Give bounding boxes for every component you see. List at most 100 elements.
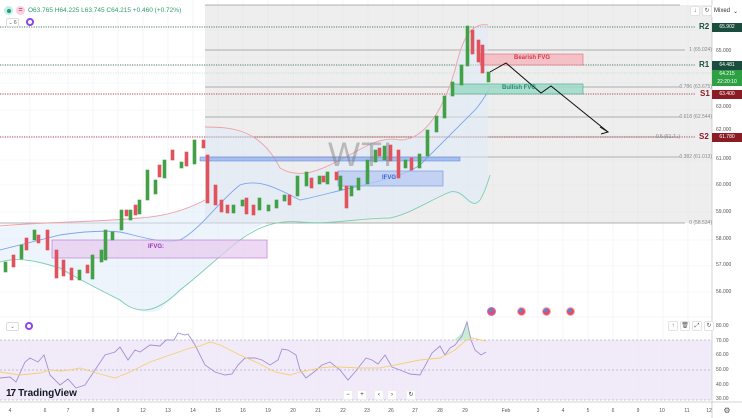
scroll-left-button[interactable]: ‹	[374, 390, 384, 400]
candlesticks[interactable]	[3, 25, 491, 281]
bollinger-upper	[0, 24, 489, 227]
x-axis-label: 22	[340, 408, 346, 414]
rsi-settings-icon[interactable]	[25, 322, 33, 330]
pane-refresh-icon[interactable]: ↻	[704, 321, 714, 331]
r1-price-tag: 64.481	[712, 61, 742, 70]
bollinger-basis	[0, 87, 491, 251]
x-axis-label: 6	[43, 408, 47, 414]
ohlc-values: O63.765 H64.225 L63.745 C64.215 +0.460 (…	[28, 7, 182, 14]
move-pane-up-icon[interactable]: ↑	[668, 321, 678, 331]
refresh-icon[interactable]: ↻	[702, 6, 712, 16]
scale-mode-select[interactable]: Mixed ⌄	[712, 5, 740, 17]
current-price: 64.215	[719, 71, 735, 77]
bearish-fvg-label: Bearish FVG	[514, 55, 551, 61]
x-axis-label: 16	[240, 408, 246, 414]
time-axis-settings-icon[interactable]: ⚙	[723, 406, 731, 415]
x-axis-label: 4	[561, 408, 565, 414]
x-axis-label: 6	[611, 408, 615, 414]
fib-label-0786: 0.786 (63.675)	[679, 84, 712, 90]
bullish-fvg-label: Bullish FVG	[502, 85, 537, 91]
scroll-right-button[interactable]: ›	[387, 390, 397, 400]
rsi-axis-label: 30.00	[716, 396, 729, 402]
x-axis-label: 8	[91, 408, 95, 414]
tradingview-logo[interactable]: 17 TradingView	[6, 388, 77, 399]
x-axis-label: 13	[165, 408, 171, 414]
rsi-ma-line	[0, 337, 487, 379]
event-flag-icon[interactable]	[542, 307, 551, 316]
rsi-collapse-button[interactable]: ⌄	[6, 322, 19, 331]
price-axis-label: 63.000	[716, 104, 732, 110]
price-axis-label: 61.000	[716, 156, 732, 162]
reset-chart-button[interactable]: ↻	[406, 390, 416, 400]
scroll-down-icon[interactable]: ↓	[690, 6, 700, 16]
blue-horizontal-zone[interactable]	[199, 156, 461, 162]
x-axis-label: 27	[412, 408, 418, 414]
rsi-axis-label: 60.00	[716, 352, 729, 358]
zoom-out-button[interactable]: −	[343, 390, 353, 400]
x-axis-label: 14	[190, 408, 196, 414]
projection-path[interactable]	[489, 62, 609, 133]
x-axis-label: 12	[140, 408, 146, 414]
x-axis-label: 21	[315, 408, 321, 414]
s2-price-tag: 61.780	[712, 133, 742, 142]
x-axis-label: 10	[659, 408, 665, 414]
zoom-in-button[interactable]: +	[357, 390, 367, 400]
pivot-s2-label: S2	[699, 132, 709, 141]
event-flag-icon[interactable]	[517, 307, 526, 316]
rsi-axis-label: 80.00	[716, 323, 729, 329]
scale-mode-label: Mixed	[714, 8, 731, 14]
rsi-overbought-fill	[454, 322, 471, 340]
arrow-head-icon	[599, 126, 610, 135]
brand-name: TradingView	[18, 388, 77, 399]
rsi-axis-label: 70.00	[716, 338, 729, 344]
x-axis-label: 28	[437, 408, 443, 414]
delete-pane-icon[interactable]: 🗑	[680, 321, 690, 331]
fib-label-0382: 0.382 (61.013)	[679, 154, 712, 160]
fib-label-0: 0 (58.534)	[689, 220, 712, 226]
price-axis-label: 60.000	[716, 182, 732, 188]
bar-countdown: 22:20:10	[717, 79, 737, 85]
rsi-axis-label: 50.00	[716, 367, 729, 373]
bollinger-lower	[0, 174, 491, 311]
symbol-watermark: WTI	[328, 136, 394, 174]
x-axis-label: 20	[290, 408, 296, 414]
current-price-tag: 64.215 22:20:10	[712, 70, 742, 86]
fib-label-1: 1 (65.024)	[689, 47, 712, 53]
maximize-pane-icon[interactable]: ⤢	[692, 321, 702, 331]
symbol-menu-icon[interactable]: =	[16, 6, 25, 15]
x-axis-label: 3	[536, 408, 540, 414]
x-axis-label: 11	[684, 408, 690, 414]
x-axis-label: Feb	[501, 408, 511, 414]
visibility-toggle-icon[interactable]	[4, 6, 13, 15]
event-flag-icon[interactable]	[487, 307, 496, 316]
event-flag-icon[interactable]	[566, 307, 575, 316]
ifvg-left-label: IFVG:	[148, 244, 164, 250]
price-axis-label: 59.000	[716, 209, 732, 215]
fib-label-0618: 0.618 (62.544)	[679, 114, 712, 120]
ifvg-mid-label: IFVG	[382, 175, 397, 181]
x-axis-label: 9	[116, 408, 120, 414]
tradingview-logo-icon: 17	[6, 388, 16, 399]
price-axis-label: 65.000	[716, 48, 732, 54]
x-axis-label: 29	[462, 408, 468, 414]
chevron-down-icon: ⌄	[732, 8, 738, 15]
x-axis-label: 7	[66, 408, 70, 414]
rsi-line	[0, 320, 487, 389]
x-axis-label: 9	[636, 408, 640, 414]
x-axis-label: 12	[706, 408, 712, 414]
x-axis-label: 26	[388, 408, 394, 414]
pivot-r2-label: R2	[699, 22, 710, 31]
rsi-axis-label: 40.00	[716, 382, 729, 388]
s1-price-tag: 63.400	[712, 90, 742, 99]
price-axis-label: 57.000	[716, 262, 732, 268]
x-axis-label: 5	[586, 408, 590, 414]
fib-label-05: 0.5 (61.7..)	[655, 134, 680, 140]
x-axis-label: 4	[8, 408, 12, 414]
collapse-indicators-button[interactable]: ⌄ 6	[6, 18, 19, 27]
indicator-settings-icon[interactable]	[26, 18, 34, 26]
price-axis-label: 56.000	[716, 289, 732, 295]
pivot-r1-label: R1	[699, 60, 710, 69]
x-axis-label: 19	[265, 408, 271, 414]
